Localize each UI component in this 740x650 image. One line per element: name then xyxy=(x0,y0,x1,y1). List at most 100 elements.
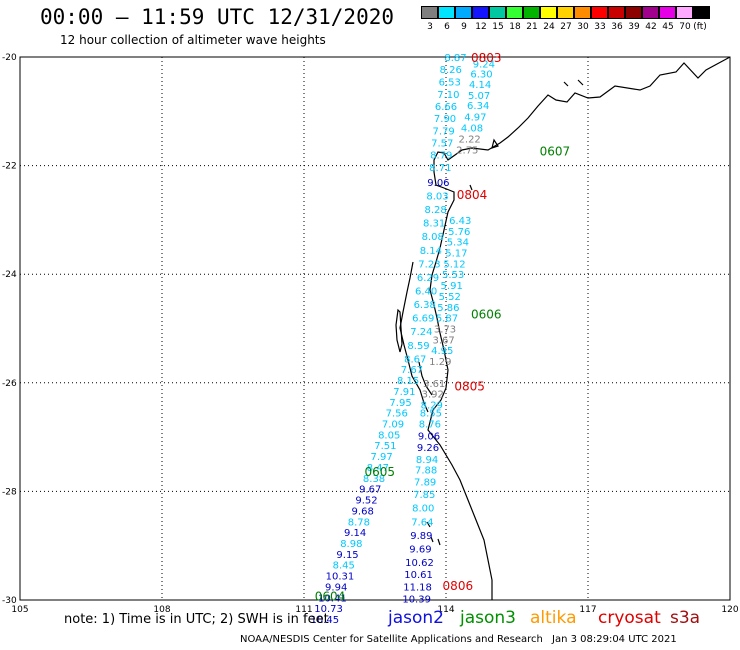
wave-height-value: 10.45 xyxy=(311,615,340,626)
y-tick-label: -30 xyxy=(2,596,17,606)
wave-height-value: 8.98 xyxy=(340,539,362,550)
y-tick-label: -24 xyxy=(2,270,17,280)
wave-height-value: 8.78 xyxy=(348,517,370,528)
wave-height-value: 10.62 xyxy=(405,558,434,569)
colorbar-swatch xyxy=(506,6,523,19)
satellite-name: jason3 xyxy=(460,608,516,628)
wave-height-value: 8.15 xyxy=(397,376,419,387)
wave-height-value: 11.18 xyxy=(403,582,432,593)
pass-labels: 0803 0804 0805 0806 0607 0606 0605 0604 xyxy=(315,51,570,604)
wave-height-value: 4.95 xyxy=(431,346,453,357)
colorbar-label: 3 xyxy=(427,22,433,32)
y-tick-label: -28 xyxy=(2,487,17,497)
wave-height-value: 5.53 xyxy=(442,270,464,281)
wave-height-value: 7.90 xyxy=(434,114,456,125)
wave-height-value: 8.00 xyxy=(412,504,434,515)
colorbar-unit: (ft) xyxy=(693,22,707,32)
altimeter-tracks: 8.878.266.53 7.106.667.907.797.57 8.798.71… xyxy=(311,53,495,626)
x-tick-label: 105 xyxy=(11,605,28,615)
wave-height-value: 9.67 xyxy=(359,485,381,496)
wave-height-value: 10.31 xyxy=(326,572,355,583)
satellite-name: jason2 xyxy=(388,608,444,628)
map-frame xyxy=(19,56,731,601)
wave-height-value: 8.14 xyxy=(420,246,442,257)
colorbar-label: 15 xyxy=(492,22,504,32)
wave-height-value: 5.34 xyxy=(447,238,469,249)
wave-height-value: 7.10 xyxy=(437,90,459,101)
shark-bay-inner xyxy=(418,361,433,396)
wave-height-value: 8.59 xyxy=(407,341,429,352)
pass-id-label: 0604 xyxy=(315,590,346,604)
wave-height-value: 7.95 xyxy=(389,398,411,409)
wave-height-value: 4.97 xyxy=(464,113,486,124)
pass-id-label: 0607 xyxy=(540,144,571,158)
wave-height-value: 8.55 xyxy=(420,409,442,420)
wave-height-value: 9.06 xyxy=(418,431,440,442)
colorbar-label: 18 xyxy=(509,22,521,32)
wave-height-value: 3.73 xyxy=(434,325,456,336)
wave-height-value: 2.22 xyxy=(459,134,481,145)
track-b: 9.246.304.145.076.344.974.082.222.75 6.43… xyxy=(402,60,495,606)
wave-height-value: 8.08 xyxy=(422,232,444,243)
colorbar-label: 36 xyxy=(611,22,623,32)
wave-height-value: 9.15 xyxy=(336,550,358,561)
x-tick-label: 117 xyxy=(579,605,596,615)
wave-height-value: 4.08 xyxy=(461,124,483,135)
wave-height-value: 3.61 xyxy=(423,379,445,390)
colorbar-label: 70 xyxy=(679,22,691,32)
wave-height-value: 10.61 xyxy=(404,570,433,581)
track-a: 8.878.266.53 7.106.667.907.797.57 8.798.71… xyxy=(311,53,467,626)
colorbar-label: 33 xyxy=(594,22,606,32)
colorbar-label: 39 xyxy=(628,22,640,32)
barrow-island xyxy=(491,138,499,149)
wave-height-value: 7.85 xyxy=(413,490,435,501)
dirk-hartog-island xyxy=(395,308,403,353)
wave-height-value: 7.91 xyxy=(393,387,415,398)
y-tick-label: -22 xyxy=(2,162,17,172)
wave-height-value: 7.56 xyxy=(386,409,408,420)
wave-height-value: 8.28 xyxy=(424,205,446,216)
colorbar-label: 6 xyxy=(444,22,450,32)
wave-height-value: 6.53 xyxy=(439,77,461,88)
wave-height-value: 10.39 xyxy=(402,594,431,605)
axis-ticks: 105 108 111 114 117 120 -20 -22 -24 -26 -28 -30 xyxy=(2,53,739,615)
satellite-name: s3a xyxy=(670,608,701,628)
colorbar-swatch xyxy=(489,6,506,19)
colorbar-swatch xyxy=(693,6,710,19)
australia-coastline xyxy=(395,56,731,600)
colorbar-label: 24 xyxy=(543,22,555,32)
generation-timestamp: Jan 3 08:29:04 UTC 2021 xyxy=(552,634,677,645)
wave-height-value: 8.71 xyxy=(429,163,451,174)
wave-height-value: 8.03 xyxy=(426,191,448,202)
wave-height-value: 4.14 xyxy=(469,80,491,91)
wave-height-value: 10.73 xyxy=(314,604,343,615)
wave-height-value: 8.31 xyxy=(423,219,445,230)
x-tick-label: 120 xyxy=(721,605,738,615)
wave-height-value: 8.79 xyxy=(430,151,452,162)
colorbar-swatch xyxy=(591,6,608,19)
wave-height-value: 7.79 xyxy=(433,126,455,137)
wave-height-value: 3.67 xyxy=(433,335,455,346)
wave-height-value: 8.47 xyxy=(367,463,389,474)
satellite-name: cryosat xyxy=(598,608,661,628)
colorbar-label: 27 xyxy=(560,22,572,32)
colorbar-swatch xyxy=(421,6,438,19)
wave-height-value: 5.76 xyxy=(448,227,470,238)
map-grid xyxy=(20,57,730,600)
wave-height-value: 8.29 xyxy=(421,401,443,412)
wave-height-value: 5.52 xyxy=(439,292,461,303)
chart-subtitle: 12 hour collection of altimeter wave hei… xyxy=(60,33,326,47)
x-tick-label: 114 xyxy=(437,605,454,615)
wave-height-value: 7.23 xyxy=(418,259,440,270)
wave-height-value: 8.38 xyxy=(363,474,385,485)
colorbar-swatch xyxy=(642,6,659,19)
wave-height-value: 7.64 xyxy=(411,517,433,528)
wave-height-value: 5.87 xyxy=(436,314,458,325)
wave-height-value: 9.14 xyxy=(344,528,366,539)
wave-height-value: 7.24 xyxy=(410,327,432,338)
colorbar-label: 9 xyxy=(461,22,467,32)
wave-height-value: 6.34 xyxy=(467,101,489,112)
wave-height-value: 8.67 xyxy=(404,354,426,365)
pass-id-label: 0803 xyxy=(471,51,502,65)
